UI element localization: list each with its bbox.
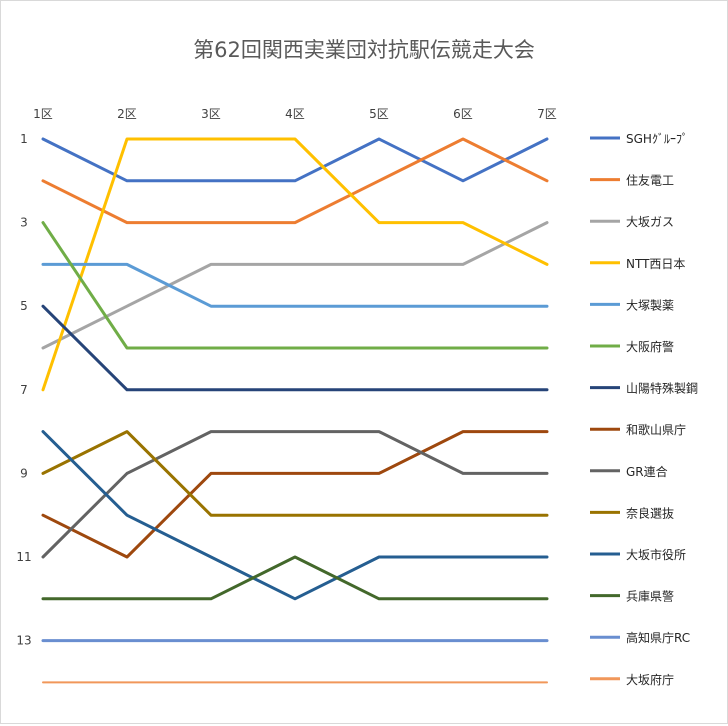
legend-label: SGHｸﾞﾙｰﾌﾟ [626,132,688,146]
legend-label: 高知県庁RC [626,630,690,645]
chart-title: 第62回関西実業団対抗駅伝競走大会 [193,38,535,62]
y-tick-label: 9 [20,466,28,480]
legend-label: 大坂府庁 [626,672,674,687]
series-line [41,137,549,183]
legend-label: 奈良選抜 [626,505,674,520]
series-line [41,430,549,517]
series-line [41,262,549,308]
series-lines [41,137,549,684]
legend-label: 兵庫県警 [626,589,674,604]
legend-label: 大坂ガス [626,215,674,229]
legend-label: 山陽特殊製鋼 [626,381,698,396]
legend-label: NTT西日本 [626,257,685,271]
y-tick-label: 5 [20,299,28,313]
series-line [41,304,549,392]
x-tick-label: 4区 [285,107,305,121]
legend-label: 住友電工 [626,174,674,188]
legend-label: 和歌山県庁 [626,422,686,437]
x-axis-ticks: 1区 2区 3区 4区 5区 6区 7区 [33,107,557,121]
y-tick-label: 1 [20,132,28,146]
series-line [41,137,549,392]
x-tick-label: 2区 [117,107,137,121]
series-line [41,221,549,350]
x-tick-label: 5区 [369,107,389,121]
series-line [41,430,549,559]
legend-label: GR連合 [626,464,668,479]
y-tick-label: 11 [16,550,31,564]
y-tick-label: 3 [20,216,28,230]
series-line [41,221,549,350]
legend-label: 大塚製薬 [626,298,674,312]
x-tick-label: 6区 [453,107,473,121]
series-line [41,430,549,559]
series-line [41,137,549,225]
x-tick-label: 7区 [537,107,557,121]
x-tick-label: 3区 [201,107,221,121]
series-line [41,430,549,601]
legend-label: 大坂市役所 [626,547,686,562]
y-tick-label: 13 [16,634,31,648]
series-line [41,555,549,601]
x-tick-label: 1区 [33,107,53,121]
legend-label: 大阪府警 [626,339,674,354]
y-tick-label: 7 [20,383,28,397]
